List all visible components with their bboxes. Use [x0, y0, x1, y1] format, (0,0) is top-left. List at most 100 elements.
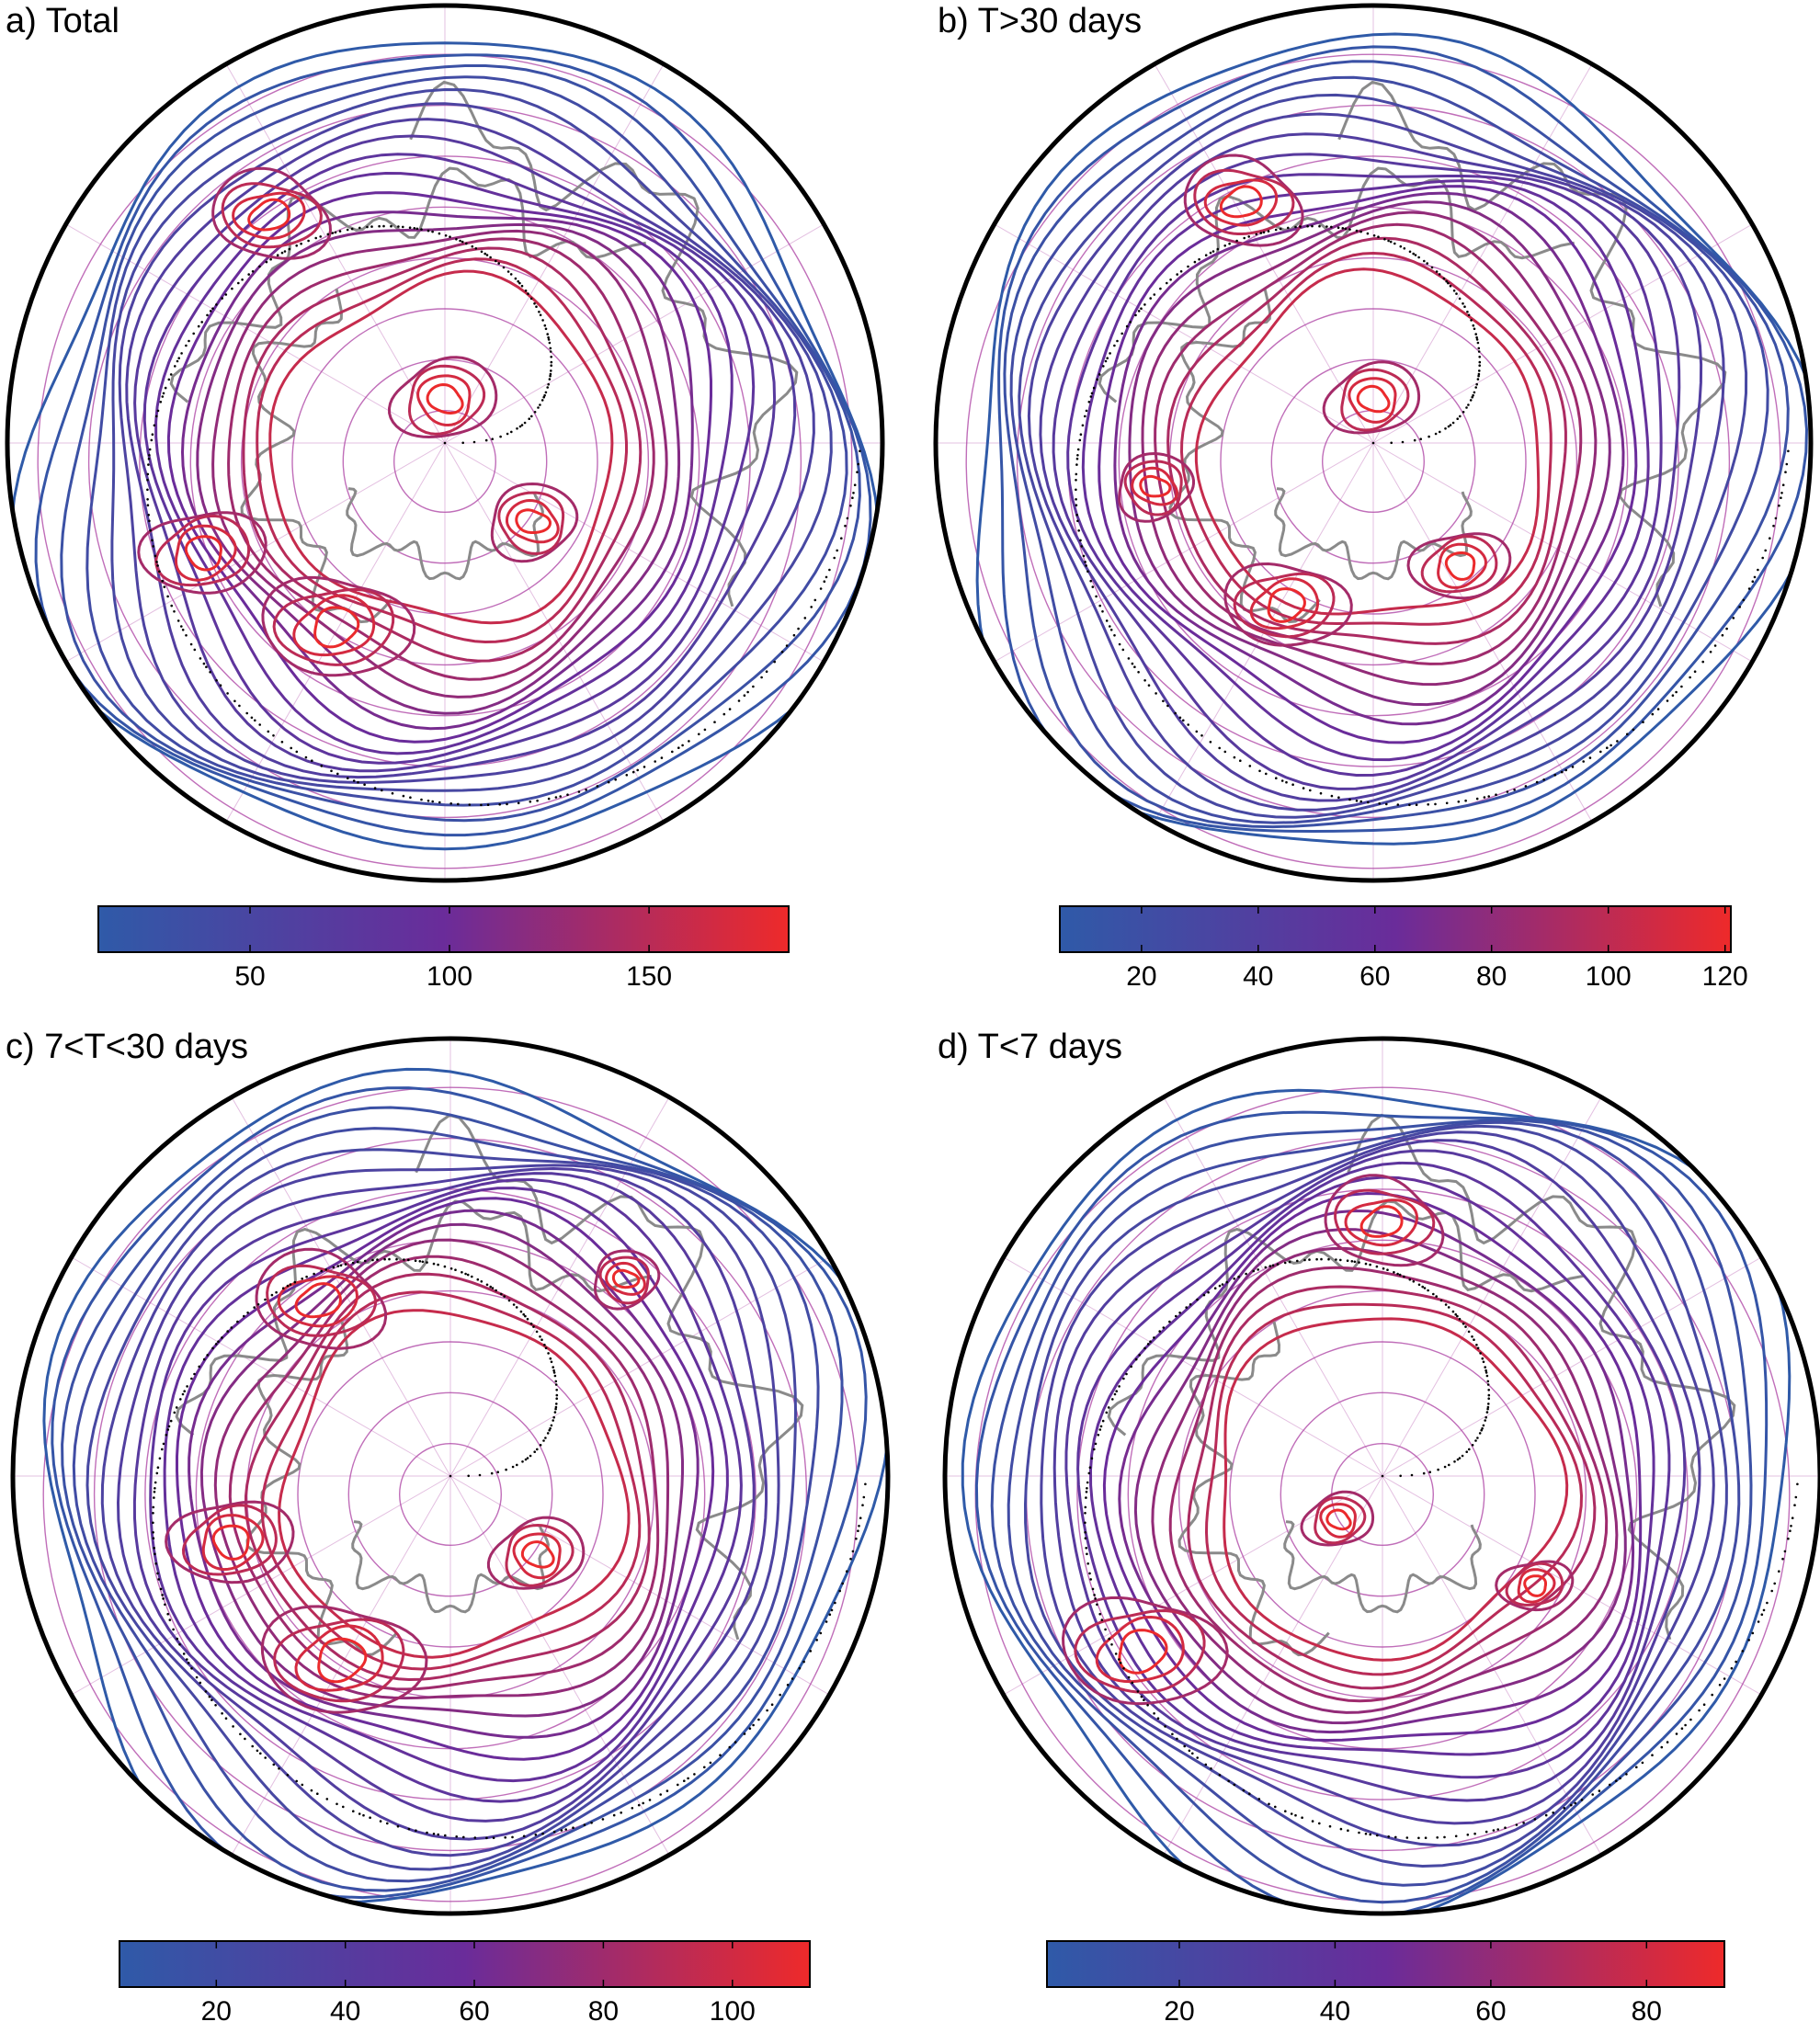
stipple-dot [1399, 244, 1403, 248]
stipple-dot [1243, 236, 1246, 240]
stipple-dot [258, 265, 261, 268]
contour-line [213, 1238, 670, 1700]
panel-title-c: c) 7<T<30 days [6, 1028, 249, 1066]
stipple-dot [1492, 1829, 1496, 1832]
stipple-dot [180, 625, 183, 628]
stipple-dot [537, 406, 540, 409]
stipple-dot [211, 1346, 214, 1350]
stipple-dot [1606, 746, 1609, 749]
stipple-dot [857, 1529, 859, 1532]
stipple-dot [1185, 1306, 1188, 1309]
stipple-dot [786, 1684, 790, 1687]
stipple-dot [683, 1779, 686, 1782]
stipple-dot [554, 796, 558, 799]
contour-line [407, 364, 486, 436]
contour-line [387, 356, 498, 439]
stipple-dot [161, 1448, 164, 1451]
stipple-dot [1088, 1572, 1091, 1575]
stipple-dot [1465, 406, 1468, 409]
stipple-dot [846, 517, 849, 520]
stipple-dot [828, 568, 831, 572]
stipple-dot [765, 670, 768, 673]
stipple-dot [1228, 242, 1231, 245]
stipple-dot [1442, 277, 1446, 280]
stipple-dot [1426, 262, 1428, 265]
stipple-dot [546, 1432, 550, 1435]
stipple-dot [1468, 1448, 1471, 1451]
stipple-dot [1723, 1677, 1726, 1680]
stipple-dot [159, 401, 163, 403]
stipple-dot [849, 504, 852, 507]
stipple-dot [449, 802, 453, 805]
contours-c [42, 1067, 886, 1904]
stipple-dot [1417, 256, 1420, 259]
contour-line [277, 1275, 358, 1328]
stipple-dot [1772, 524, 1775, 528]
contour-line [232, 191, 306, 240]
stipple-dot [1689, 676, 1691, 679]
stipple-dot [535, 305, 538, 309]
latitude-circle [139, 155, 751, 767]
stipple-dot [153, 1547, 155, 1550]
stipple-dot [1134, 313, 1137, 317]
stipple-dot [1187, 723, 1189, 726]
panel-title-a: a) Total [6, 2, 119, 40]
latitude-circle [965, 53, 1781, 869]
stipple-dot [1191, 1752, 1194, 1755]
stipple-dot [1785, 462, 1789, 466]
stipple-dot [1451, 1310, 1455, 1313]
stipple-dot [152, 1512, 154, 1515]
stipple-dot [152, 545, 154, 548]
stipple-dot [471, 1275, 473, 1278]
colorbar-tick-label: 80 [588, 1996, 619, 2027]
stipple-dot [703, 1766, 706, 1769]
stipple-dot [828, 1613, 832, 1616]
stipple-dot [492, 1836, 495, 1839]
stipple-dot [752, 1723, 755, 1727]
contour-line [974, 1110, 1769, 1912]
stipple-dot [1467, 403, 1470, 406]
stipple-dot [1481, 1426, 1484, 1430]
contour-line [51, 1086, 868, 1900]
stipple-dot [1569, 1803, 1573, 1807]
contour-line [515, 508, 552, 534]
stipple-dot [1087, 1471, 1091, 1475]
stipple-dot [1159, 287, 1162, 290]
stipple-dot [1096, 1603, 1098, 1607]
stipple-dot [524, 1314, 527, 1318]
stipple-dot [269, 257, 272, 261]
contour-line [184, 535, 222, 572]
stipple-dot [154, 1481, 157, 1484]
stipple-dot [1475, 1344, 1478, 1346]
stipple-dot [757, 1718, 760, 1721]
latitude-circle [93, 1137, 808, 1852]
stipple-dot [172, 1628, 175, 1631]
stipple-dot [1496, 1828, 1499, 1831]
stipple-dot [1262, 231, 1266, 234]
stipple-dot [444, 1834, 447, 1837]
stipple-dot [449, 1267, 453, 1270]
colorbar-tick-label: 40 [330, 1996, 360, 2027]
contour-line [278, 1309, 631, 1659]
stipple-dot [1457, 801, 1461, 803]
contour-line [1023, 1124, 1728, 1868]
stipple-dot [342, 1805, 345, 1809]
stipple-dot [643, 766, 646, 768]
contour-line [1249, 577, 1319, 630]
stipple-dot [1116, 339, 1119, 343]
stipple-dot [533, 411, 537, 414]
stipple-dot [1076, 454, 1079, 457]
stipple-dot [553, 1374, 557, 1378]
stipple-dot [1445, 801, 1449, 805]
contour-line [1064, 1149, 1687, 1802]
contour-line [1118, 1629, 1168, 1675]
stipple-dot [1211, 250, 1215, 253]
stipple-dot [183, 1390, 186, 1392]
colorbar-tick-label: 60 [1359, 961, 1390, 992]
stipple-dot [179, 1398, 182, 1401]
stipple-dot [802, 1660, 805, 1664]
contour-line [1123, 460, 1183, 517]
stipple-dot [1467, 313, 1471, 317]
stipple-dot [1487, 1389, 1490, 1391]
stipple-dot [1218, 1774, 1222, 1777]
